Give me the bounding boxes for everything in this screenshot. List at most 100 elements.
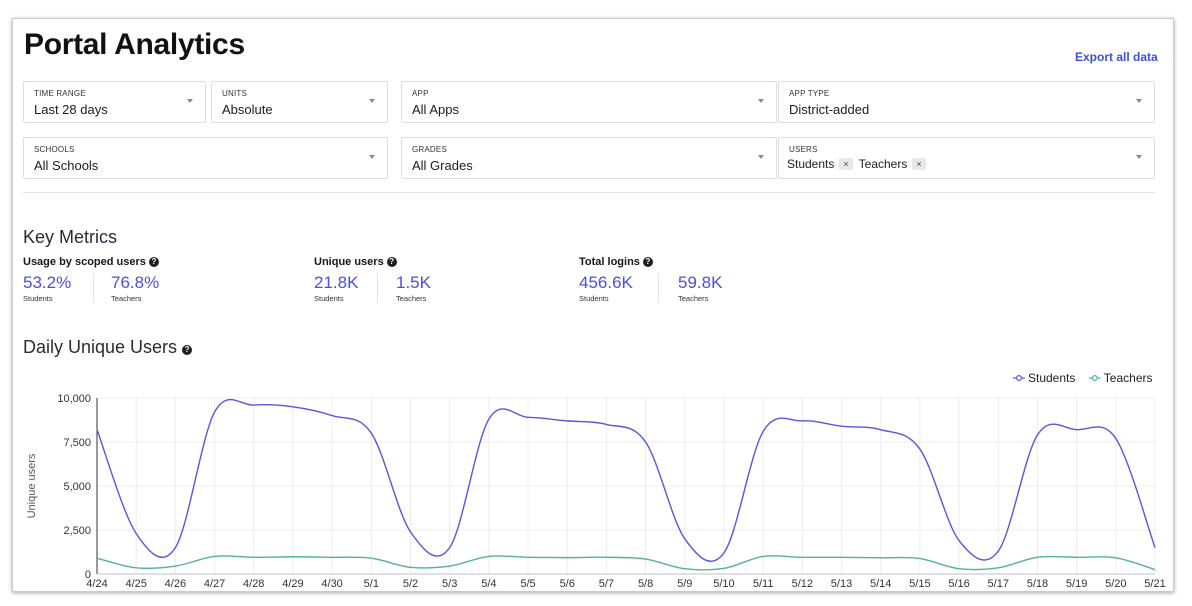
y-axis-label: Unique users xyxy=(26,453,38,518)
units-select[interactable]: UNITS Absolute xyxy=(211,81,388,123)
unique-users-metric-title-text: Unique users xyxy=(314,256,384,268)
app-type-label: APP TYPE xyxy=(789,89,830,98)
x-tick-label: 5/11 xyxy=(753,578,774,590)
x-tick-label: 4/26 xyxy=(165,578,186,590)
usage-students-value: 53.2% xyxy=(23,273,72,292)
users-chip-students: Students × xyxy=(787,157,853,171)
app-value: All Apps xyxy=(412,102,459,117)
grades-label: GRADES xyxy=(412,145,447,154)
x-tick-label: 5/20 xyxy=(1105,578,1126,590)
x-tick-label: 5/15 xyxy=(909,578,930,590)
x-tick-label: 5/3 xyxy=(442,578,457,590)
app-select[interactable]: APP All Apps xyxy=(401,81,777,123)
metric-separator xyxy=(93,273,94,303)
daily-unique-users-title-text: Daily Unique Users xyxy=(23,337,178,357)
chip-label: Students xyxy=(787,157,835,171)
key-metrics-title: Key Metrics xyxy=(23,227,118,247)
x-tick-label: 5/16 xyxy=(948,578,969,590)
y-tick-label: 10,000 xyxy=(57,393,91,405)
x-tick-label: 4/27 xyxy=(204,578,225,590)
question-circle-icon[interactable]: ? xyxy=(642,257,653,267)
daily-unique-users-chart: 0 2,500 5,000 7,500 10,000 4/24 4/25 4/26 4/27 4/… xyxy=(26,371,1166,590)
x-tick-label: 4/30 xyxy=(321,578,342,590)
y-tick-label: 5,000 xyxy=(63,481,91,493)
question-circle-icon[interactable]: ? xyxy=(148,257,159,267)
logins-teachers-value: 59.8K xyxy=(678,273,723,292)
y-tick-label: 2,500 xyxy=(63,525,91,537)
x-tick-label: 5/13 xyxy=(831,578,852,590)
x-tick-label: 5/4 xyxy=(481,578,496,590)
logins-teachers-label: Teachers xyxy=(678,294,709,303)
close-icon[interactable]: × xyxy=(839,158,853,170)
x-tick-label: 5/14 xyxy=(870,578,891,590)
export-all-data-link[interactable]: Export all data xyxy=(1075,50,1158,64)
total-logins-metric-title: Total logins ? xyxy=(579,256,653,268)
users-select[interactable]: USERS Students × Teachers × xyxy=(778,137,1155,179)
usage-metric-title: Usage by scoped users ? xyxy=(23,256,159,268)
x-tick-label: 5/8 xyxy=(638,578,653,590)
y-tick-label: 7,500 xyxy=(63,437,91,449)
chevron-down-icon xyxy=(758,155,764,159)
chevron-down-icon xyxy=(1136,99,1142,103)
chevron-down-icon xyxy=(187,99,193,103)
question-circle-icon[interactable]: ? xyxy=(182,345,193,355)
x-tick-label: 5/5 xyxy=(520,578,535,590)
grades-select[interactable]: GRADES All Grades xyxy=(401,137,777,179)
x-tick-label: 5/10 xyxy=(713,578,734,590)
users-chip-teachers: Teachers × xyxy=(859,157,926,171)
usage-students-label: Students xyxy=(23,294,53,303)
students-series-line xyxy=(96,398,1156,562)
x-tick-label: 5/1 xyxy=(364,578,379,590)
close-icon[interactable]: × xyxy=(912,158,926,170)
unique-students-value: 21.8K xyxy=(314,273,359,292)
metric-separator xyxy=(658,273,659,303)
x-tick-label: 4/25 xyxy=(125,578,146,590)
page-title: Portal Analytics xyxy=(24,28,245,61)
x-tick-label: 4/24 xyxy=(86,578,107,590)
unique-users-metric-title: Unique users ? xyxy=(314,256,397,268)
chip-label: Teachers xyxy=(858,157,908,171)
app-type-value: District-added xyxy=(789,102,870,117)
unique-teachers-value: 1.5K xyxy=(396,273,431,292)
app-label: APP xyxy=(412,89,429,98)
unique-teachers-label: Teachers xyxy=(396,294,427,303)
legend-swatch-marker xyxy=(1015,375,1022,382)
time-range-value: Last 28 days xyxy=(34,102,108,117)
time-range-label: TIME RANGE xyxy=(34,89,86,98)
x-tick-label: 4/29 xyxy=(282,578,303,590)
x-tick-label: 5/19 xyxy=(1066,578,1087,590)
units-label: UNITS xyxy=(222,89,247,98)
x-tick-label: 5/21 xyxy=(1144,578,1165,590)
grades-value: All Grades xyxy=(412,158,473,173)
time-range-select[interactable]: TIME RANGE Last 28 days xyxy=(23,81,206,123)
x-tick-label: 5/7 xyxy=(599,578,614,590)
total-logins-metric-title-text: Total logins xyxy=(579,256,640,268)
usage-metric-title-text: Usage by scoped users xyxy=(23,256,146,268)
app-type-select[interactable]: APP TYPE District-added xyxy=(778,81,1155,123)
chevron-down-icon xyxy=(758,99,764,103)
x-tick-label: 5/17 xyxy=(988,578,1009,590)
x-tick-label: 5/2 xyxy=(403,578,418,590)
legend-label: Teachers xyxy=(1104,371,1153,385)
schools-value: All Schools xyxy=(34,158,99,173)
y-tick-label: 0 xyxy=(85,569,91,581)
daily-unique-users-title: Daily Unique Users ? xyxy=(23,337,193,358)
section-divider xyxy=(23,192,1155,193)
usage-teachers-value: 76.8% xyxy=(111,273,160,292)
users-chip-list: Students × Teachers × xyxy=(787,157,926,171)
schools-select[interactable]: SCHOOLS All Schools xyxy=(23,137,388,179)
chevron-down-icon xyxy=(369,99,375,103)
portal-analytics-panel: Portal Analytics Export all data TIME RA… xyxy=(12,18,1174,592)
x-tick-label: 5/12 xyxy=(792,578,813,590)
x-tick-label: 5/9 xyxy=(677,578,692,590)
chevron-down-icon xyxy=(1136,155,1142,159)
schools-label: SCHOOLS xyxy=(34,145,75,154)
logins-students-value: 456.6K xyxy=(579,273,633,292)
legend-label: Students xyxy=(1028,371,1075,385)
question-circle-icon[interactable]: ? xyxy=(386,257,397,267)
logins-students-label: Students xyxy=(579,294,609,303)
chevron-down-icon xyxy=(369,155,375,159)
users-label: USERS xyxy=(789,145,818,154)
x-tick-label: 5/6 xyxy=(560,578,575,590)
usage-teachers-label: Teachers xyxy=(111,294,142,303)
